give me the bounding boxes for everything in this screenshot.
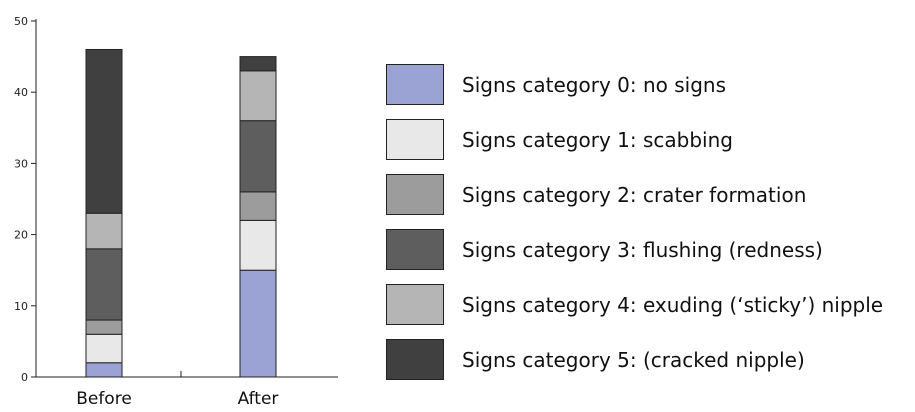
legend-swatch	[386, 174, 444, 215]
legend-item-category-1: Signs category 1: scabbing	[386, 117, 883, 162]
bar-segment-before-category-4	[85, 212, 123, 250]
bar-segment-before-category-5	[85, 48, 123, 214]
legend-label: Signs category 2: crater formation	[462, 182, 807, 207]
legend-label: Signs category 1: scabbing	[462, 127, 733, 152]
y-axis-ticks: 0 10 20 30 40 50	[14, 15, 36, 384]
bar-segment-before-category-1	[85, 333, 123, 364]
bar-segment-after-category-2	[239, 191, 277, 221]
legend-swatch	[386, 119, 444, 160]
bar-segment-after-category-4	[239, 70, 277, 122]
bars	[85, 48, 277, 378]
legend-swatch	[386, 229, 444, 270]
legend-swatch	[386, 284, 444, 325]
bar-segment-after-category-1	[239, 219, 277, 271]
legend-item-category-2: Signs category 2: crater formation	[386, 172, 883, 217]
bar-segment-before-category-0	[85, 362, 123, 378]
legend-item-category-5: Signs category 5: (cracked nipple)	[386, 337, 883, 382]
legend-swatch	[386, 339, 444, 380]
bar-segment-after-category-0	[239, 269, 277, 378]
y-tick-label: 0	[21, 371, 28, 384]
x-tick-label-before: Before	[76, 389, 132, 409]
legend-label: Signs category 5: (cracked nipple)	[462, 347, 805, 372]
legend-item-category-3: Signs category 3: flushing (redness)	[386, 227, 883, 272]
bar-segment-after-category-3	[239, 120, 277, 193]
x-tick-label-after: After	[238, 389, 279, 409]
bar-segment-before-category-3	[85, 248, 123, 321]
y-tick-label: 30	[14, 157, 28, 170]
bar-segment-before-category-2	[85, 319, 123, 335]
legend-label: Signs category 3: flushing (redness)	[462, 237, 823, 262]
legend-item-category-0: Signs category 0: no signs	[386, 62, 883, 107]
y-tick-label: 20	[14, 229, 28, 242]
legend-item-category-4: Signs category 4: exuding (‘sticky’) nip…	[386, 282, 883, 327]
legend-label: Signs category 4: exuding (‘sticky’) nip…	[462, 292, 884, 317]
y-tick-label: 10	[14, 300, 28, 313]
bar-segment-after-category-5	[239, 56, 277, 72]
legend: Signs category 0: no signs Signs categor…	[386, 62, 883, 392]
legend-label: Signs category 0: no signs	[462, 72, 727, 97]
legend-swatch	[386, 64, 444, 105]
stacked-bar-chart: 0 10 20 30 40 50 Before After	[14, 15, 338, 409]
y-tick-label: 50	[14, 15, 28, 28]
y-tick-label: 40	[14, 86, 28, 99]
